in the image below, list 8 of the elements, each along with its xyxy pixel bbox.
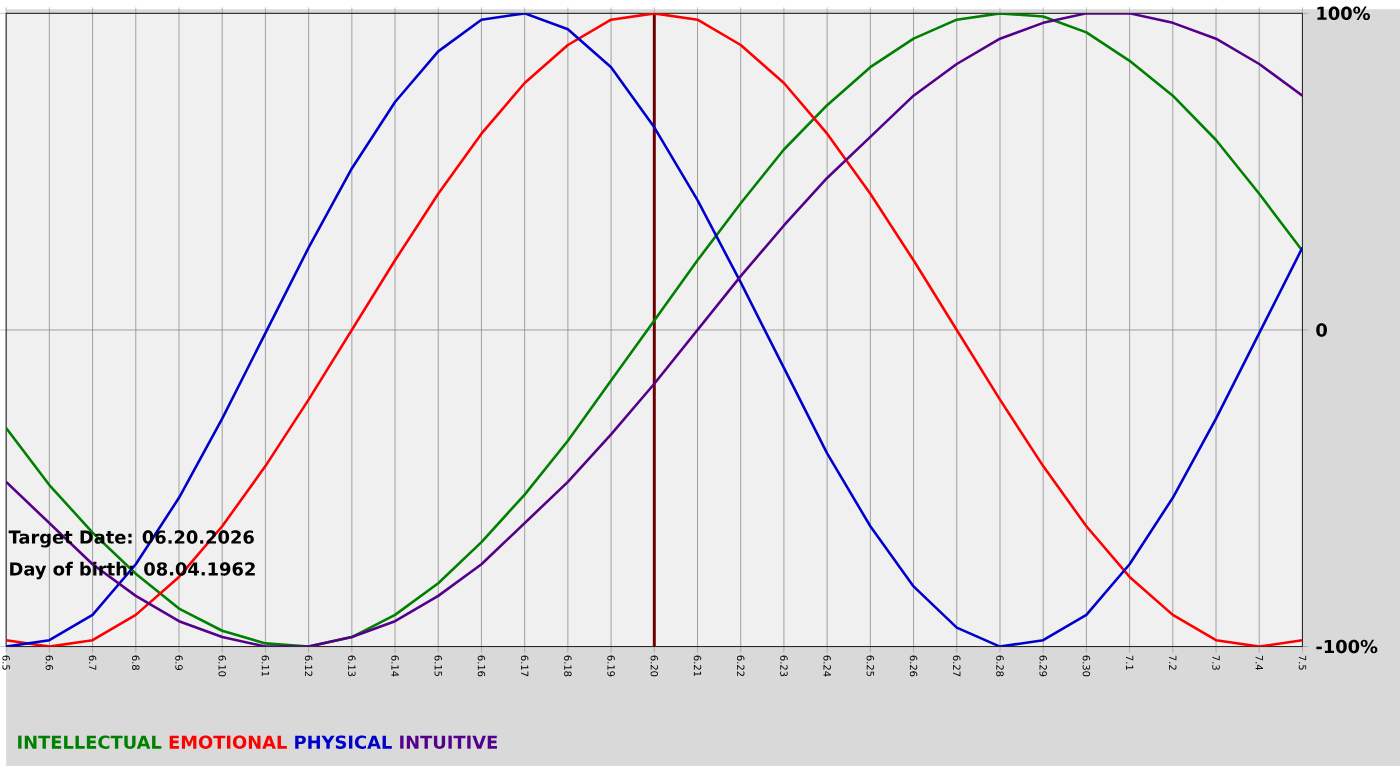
y-tick-label: -100% [1316,639,1378,654]
text: INTELLECTUAL [18,735,162,749]
y-tick-label: 0 [1316,323,1327,337]
y-tick-label: 100% [1317,6,1371,21]
text: EMOTIONAL [169,735,287,749]
line-series [6,13,1303,647]
text: INTUITIVE [400,735,497,749]
text: PHYSICAL [295,735,392,749]
